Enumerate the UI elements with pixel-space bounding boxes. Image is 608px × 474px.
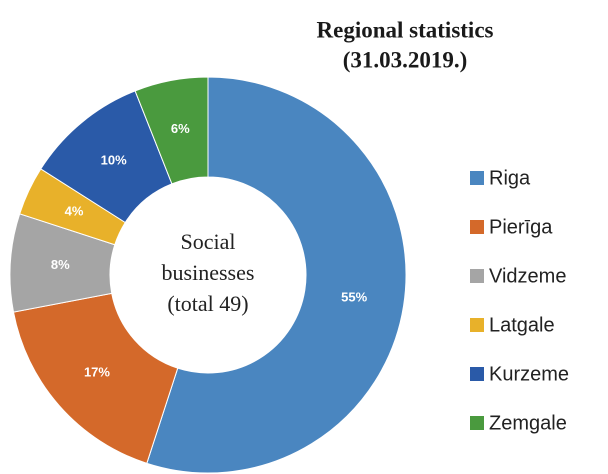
legend-label: Pierīga xyxy=(489,216,553,238)
chart-title: Regional statistics xyxy=(317,17,494,42)
data-label: 10% xyxy=(101,152,127,167)
data-label: 8% xyxy=(51,257,70,272)
chart-title: (31.03.2019.) xyxy=(343,47,468,72)
center-label: (total 49) xyxy=(167,291,248,316)
center-label: Social xyxy=(181,229,236,254)
legend-label: Vidzeme xyxy=(489,265,566,287)
legend-swatch xyxy=(470,220,484,234)
legend-swatch xyxy=(470,416,484,430)
legend-swatch xyxy=(470,367,484,381)
legend-swatch xyxy=(470,171,484,185)
legend-label: Zemgale xyxy=(489,412,567,434)
data-label: 17% xyxy=(84,364,110,379)
slice xyxy=(134,76,209,185)
data-label: 4% xyxy=(65,203,84,218)
legend-swatch xyxy=(470,318,484,332)
data-label: 6% xyxy=(171,121,190,136)
legend-label: Latgale xyxy=(489,314,555,336)
center-label: businesses xyxy=(162,260,255,285)
slice xyxy=(12,292,179,464)
slice xyxy=(146,76,407,474)
legend-swatch xyxy=(470,269,484,283)
legend-label: Riga xyxy=(489,167,531,189)
legend-label: Kurzeme xyxy=(489,363,569,385)
data-label: 55% xyxy=(341,290,367,305)
